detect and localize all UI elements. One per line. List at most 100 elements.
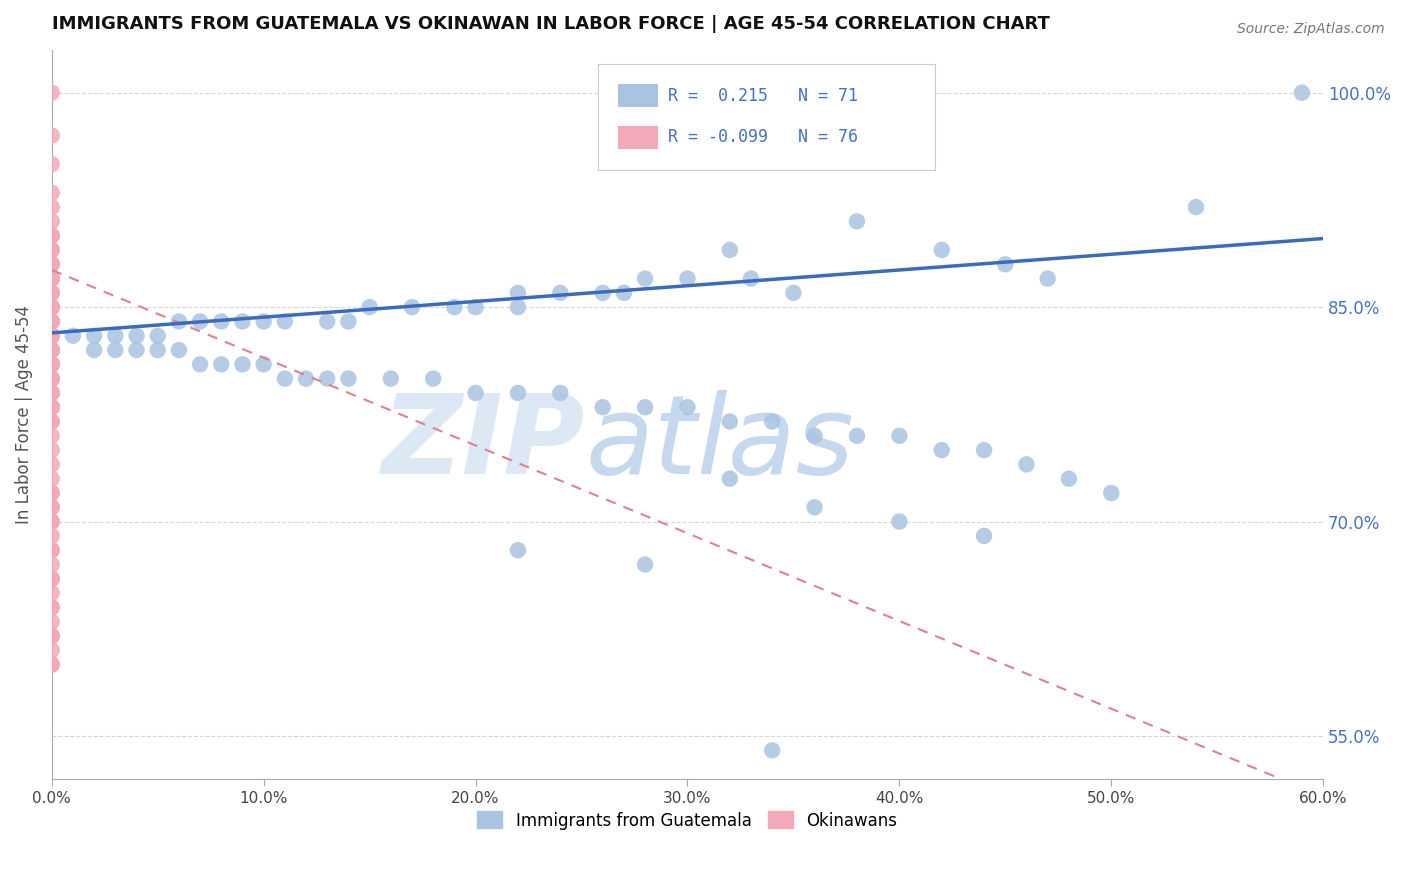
Point (41, 543, 63, 558)
Point (41, 86, 63, 100)
Point (41, 314, 63, 328)
Point (337, 314, 360, 328)
Point (41, 343, 63, 357)
FancyBboxPatch shape (617, 126, 658, 149)
Point (41, 300, 63, 314)
Point (889, 429, 911, 443)
Point (41, 328, 63, 343)
Point (125, 328, 148, 343)
Point (41, 357, 63, 371)
Point (146, 328, 169, 343)
Point (62, 328, 84, 343)
Point (41, 371, 63, 385)
Text: ZIP: ZIP (382, 390, 586, 497)
Point (41, 343, 63, 357)
Point (994, 257, 1017, 271)
Point (1057, 472, 1080, 486)
Point (550, 386, 572, 401)
Point (41, 486, 63, 500)
Point (41, 371, 63, 385)
Point (718, 243, 741, 257)
Point (316, 371, 339, 385)
Point (41, 328, 63, 343)
Point (209, 314, 232, 328)
Point (931, 443, 953, 458)
Point (803, 429, 825, 443)
Point (613, 285, 636, 300)
Point (104, 343, 127, 357)
Point (41, 386, 63, 401)
Point (761, 743, 783, 757)
Point (41, 300, 63, 314)
Point (188, 357, 211, 371)
Point (41, 371, 63, 385)
Point (506, 543, 529, 558)
FancyBboxPatch shape (599, 64, 935, 170)
Point (41, 228, 63, 243)
Point (464, 386, 486, 401)
Point (41, 343, 63, 357)
Point (973, 443, 995, 458)
Point (41, 328, 63, 343)
Point (592, 285, 614, 300)
Text: R = -0.099   N = 76: R = -0.099 N = 76 (668, 128, 859, 146)
Point (41, 186, 63, 200)
Point (295, 371, 318, 385)
Point (740, 271, 762, 285)
Point (231, 357, 253, 371)
Point (41, 285, 63, 300)
Point (41, 572, 63, 586)
Point (41, 271, 63, 285)
Point (83, 343, 105, 357)
Point (41, 314, 63, 328)
Point (41, 271, 63, 285)
Point (41, 401, 63, 415)
Point (41, 243, 63, 257)
Point (188, 314, 211, 328)
Point (41, 243, 63, 257)
Point (41, 657, 63, 672)
Point (41, 386, 63, 401)
Point (41, 543, 63, 558)
Point (253, 357, 276, 371)
Point (41, 429, 63, 443)
Point (41, 415, 63, 429)
Point (41, 586, 63, 600)
Point (422, 371, 444, 385)
Point (676, 271, 699, 285)
Point (41, 401, 63, 415)
Point (125, 343, 148, 357)
Point (718, 415, 741, 429)
Point (41, 458, 63, 472)
Point (506, 285, 529, 300)
Text: Source: ZipAtlas.com: Source: ZipAtlas.com (1237, 22, 1385, 37)
Point (41, 300, 63, 314)
Text: IMMIGRANTS FROM GUATEMALA VS OKINAWAN IN LABOR FORCE | AGE 45-54 CORRELATION CHA: IMMIGRANTS FROM GUATEMALA VS OKINAWAN IN… (52, 15, 1050, 33)
Point (41, 629, 63, 643)
Point (41, 515, 63, 529)
Point (41, 128, 63, 143)
Point (231, 314, 253, 328)
Point (41, 401, 63, 415)
Point (803, 500, 825, 515)
Point (41, 257, 63, 271)
Point (1099, 486, 1122, 500)
Point (41, 643, 63, 657)
Point (41, 600, 63, 615)
Point (41, 515, 63, 529)
Point (41, 314, 63, 328)
Point (41, 529, 63, 543)
Point (634, 558, 657, 572)
Point (41, 357, 63, 371)
Point (41, 486, 63, 500)
Point (401, 300, 423, 314)
Point (41, 314, 63, 328)
Point (41, 500, 63, 515)
Point (782, 285, 804, 300)
Point (316, 314, 339, 328)
Point (718, 472, 741, 486)
Point (41, 357, 63, 371)
Point (41, 328, 63, 343)
Point (380, 371, 402, 385)
Point (41, 386, 63, 401)
